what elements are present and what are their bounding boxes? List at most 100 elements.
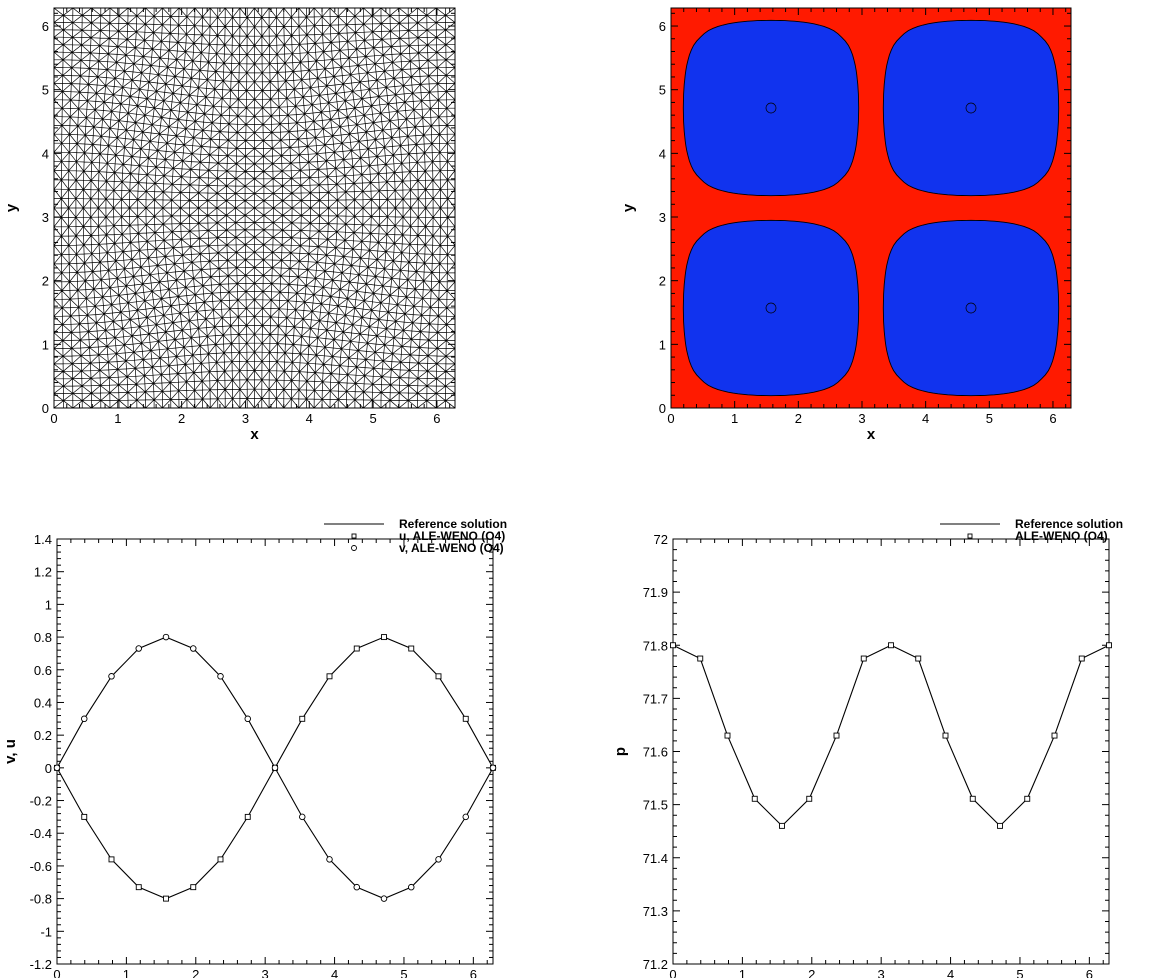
circle-marker <box>435 856 442 863</box>
axes: 0 1 2 3 4 5 6 -1.2 -1 -0.8 -0.6 -0.4 -0.2 0 0.2 0.4 0.6 0… <box>2 532 494 978</box>
square-marker <box>997 822 1003 829</box>
circle-marker <box>162 633 170 641</box>
plot-frame <box>53 7 456 409</box>
y-tick-label: 0 <box>42 401 49 416</box>
y-tick-label: -1 <box>40 924 52 939</box>
x-tick-label: 6 <box>433 411 440 426</box>
y-tick-label: 0.8 <box>34 630 52 645</box>
vortex-core <box>965 102 977 114</box>
square-marker <box>81 813 88 820</box>
y-tick-label: 1 <box>45 597 52 612</box>
series-group <box>670 642 1112 829</box>
x-tick-label: 4 <box>331 967 338 978</box>
x-tick-label: 3 <box>858 411 865 426</box>
x-tick-label: 2 <box>178 411 185 426</box>
series <box>670 642 1112 829</box>
x-tick-label: 0 <box>50 411 57 426</box>
y-tick-label: 71.4 <box>643 851 668 866</box>
x-tick-label: 2 <box>795 411 802 426</box>
circle-marker <box>108 673 115 680</box>
y-axis-title: p <box>612 747 629 756</box>
y-tick-label: 2 <box>659 274 666 289</box>
y-tick-label: 0.2 <box>34 728 52 743</box>
y-tick-label: 72 <box>654 532 668 547</box>
y-tick-label: 71.5 <box>643 798 668 813</box>
y-axis-title: y <box>620 203 637 212</box>
circle-marker <box>299 813 306 821</box>
square-marker <box>190 884 197 891</box>
pressure-plot: 0 1 2 3 4 5 6 71.2 71.3 71.4 71.5 71.6 71.7 71.8 71.9 7… <box>612 517 1123 978</box>
contour-bands <box>682 19 1060 397</box>
axes: 0 1 2 3 4 5 6 0 1 2 3 4 5 6 x y <box>620 7 1072 443</box>
square-marker <box>670 642 676 649</box>
mesh-plot: 0 1 2 3 4 5 6 0 1 2 3 4 5 6 x y <box>3 7 456 443</box>
y-tick-label: -1.2 <box>30 957 52 972</box>
y-tick-label: -0.4 <box>30 826 52 841</box>
y-tick-label: 3 <box>42 210 49 225</box>
y-tick-label: 2 <box>42 274 49 289</box>
y-tick-label: 1 <box>42 337 49 352</box>
x-tick-label: 5 <box>1016 967 1023 978</box>
square-marker <box>942 732 949 739</box>
square-marker <box>860 655 867 662</box>
x-tick-label: 2 <box>808 967 815 978</box>
square-marker <box>244 813 251 820</box>
x-tick-label: 0 <box>667 411 674 426</box>
y-tick-label: 71.3 <box>643 904 668 919</box>
y-tick-label: 5 <box>42 83 49 98</box>
circle-marker <box>189 645 197 652</box>
y-tick-label: 0.4 <box>34 695 52 710</box>
y-axis-title: y <box>3 203 20 212</box>
circle-marker <box>489 764 497 772</box>
square-marker <box>163 895 169 902</box>
circle-marker <box>462 813 470 821</box>
vortex-core <box>765 302 777 314</box>
mesh-edges <box>54 8 455 408</box>
x-tick-label: 2 <box>192 967 199 978</box>
vortex <box>882 219 1060 397</box>
legend-label: v, ALE-WENO (O4) <box>399 541 504 555</box>
square-marker <box>1106 642 1112 649</box>
square-marker <box>724 732 731 739</box>
square-marker <box>462 715 469 722</box>
square-marker <box>381 634 387 641</box>
x-tick-label: 4 <box>947 967 954 978</box>
y-tick-label: 4 <box>659 146 666 161</box>
y-tick-label: 71.7 <box>643 691 668 706</box>
vortex <box>682 19 860 197</box>
y-tick-label: 4 <box>42 146 49 161</box>
legend-circle <box>351 545 357 551</box>
vortex-core <box>965 302 977 314</box>
x-tick-label: 1 <box>114 411 121 426</box>
square-marker <box>435 673 442 680</box>
x-tick-label: 0 <box>53 967 60 978</box>
x-tick-label: 0 <box>669 967 676 978</box>
circle-marker <box>244 715 251 723</box>
square-marker <box>1078 655 1085 662</box>
x-tick-label: 1 <box>739 967 746 978</box>
y-tick-label: 6 <box>42 19 49 34</box>
square-marker <box>1051 732 1058 739</box>
square-marker <box>326 673 333 680</box>
legend-label: u, ALE-WENO (O4) <box>399 529 505 543</box>
x-tick-label: 1 <box>731 411 738 426</box>
x-tick-label: 4 <box>922 411 929 426</box>
velocity-plot: 0 1 2 3 4 5 6 -1.2 -1 -0.8 -0.6 -0.4 -0.2 0 0.2 0.4 0.6 0… <box>2 517 507 978</box>
square-marker <box>217 856 224 863</box>
series-group <box>53 633 497 902</box>
x-tick-label: 3 <box>262 967 269 978</box>
vortex <box>882 19 1060 197</box>
legend-label: ALE-WENO (O4) <box>1015 529 1108 543</box>
vortex-core <box>765 102 777 114</box>
x-axis-title: x <box>250 426 259 443</box>
x-tick-label: 6 <box>1086 967 1093 978</box>
circle-marker <box>53 764 61 772</box>
y-tick-label: 71.9 <box>643 585 668 600</box>
y-tick-label: 71.8 <box>643 638 668 653</box>
circle-marker <box>80 715 88 723</box>
y-tick-label: 5 <box>659 83 666 98</box>
x-axis-title: x <box>867 426 876 443</box>
